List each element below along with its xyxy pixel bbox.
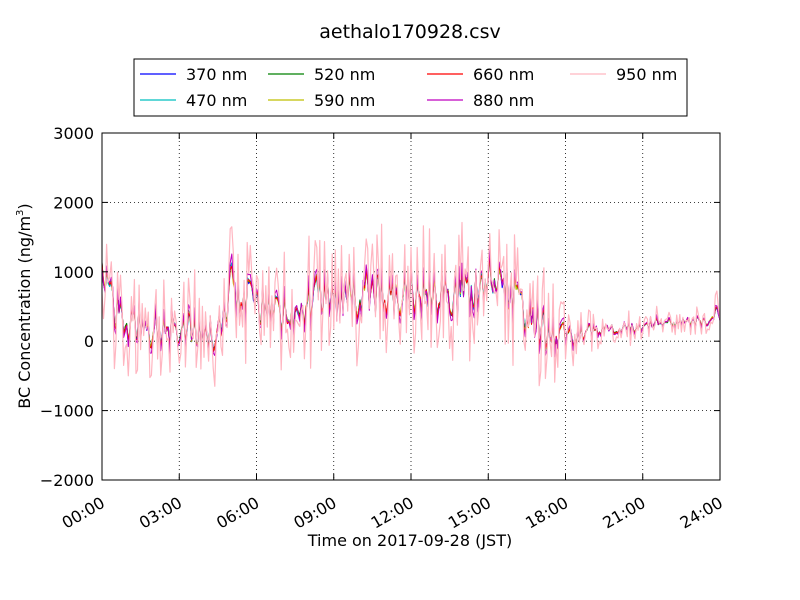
legend-item: 660 nm (427, 65, 534, 84)
legend-item: 590 nm (268, 91, 375, 110)
x-tick-label: 03:00 (136, 493, 185, 533)
y-axis-label-superscript: 3 (15, 210, 26, 216)
y-tick-label: 2000 (53, 193, 94, 212)
legend-label: 370 nm (186, 65, 247, 84)
chart-title: aethalo170928.csv (319, 21, 501, 43)
y-tick-label: −2000 (40, 471, 94, 490)
legend-frame (133, 58, 688, 117)
legend-item: 880 nm (427, 91, 534, 110)
series-layer (102, 221, 720, 387)
x-tick-label: 09:00 (290, 493, 339, 533)
series-line (102, 221, 720, 387)
legend: 370 nm 470 nm 520 nm 590 nm 660 nm 880 nm 950 … (133, 58, 688, 117)
y-axis-label-end: ) (15, 203, 34, 209)
x-tick-label: 00:00 (59, 493, 108, 533)
legend-item: 370 nm (140, 65, 247, 84)
plot-background (102, 133, 720, 480)
legend-label: 590 nm (314, 91, 375, 110)
legend-label: 880 nm (473, 91, 534, 110)
y-tick-label: 1000 (53, 263, 94, 282)
x-tick-label: 24:00 (677, 493, 726, 533)
legend-label: 950 nm (616, 65, 677, 84)
x-tick-label: 06:00 (213, 493, 262, 533)
x-tick-label: 18:00 (522, 493, 571, 533)
y-axis-label-main: BC Concentration (ng/m (15, 216, 34, 409)
legend-item: 470 nm (140, 91, 247, 110)
legend-item: 950 nm (570, 65, 677, 84)
x-tick-label: 15:00 (445, 493, 494, 533)
legend-item: 520 nm (268, 65, 375, 84)
y-tick-label: 3000 (53, 124, 94, 143)
x-tick-label: 21:00 (599, 493, 648, 533)
x-tick-label: 12:00 (368, 493, 417, 533)
y-tick-label: 0 (84, 332, 94, 351)
x-axis-label: Time on 2017-09-28 (JST) (307, 531, 512, 550)
y-tick-label: −1000 (40, 402, 94, 421)
legend-label: 660 nm (473, 65, 534, 84)
legend-label: 470 nm (186, 91, 247, 110)
legend-label: 520 nm (314, 65, 375, 84)
y-axis-label: BC Concentration (ng/m3) (15, 203, 34, 408)
